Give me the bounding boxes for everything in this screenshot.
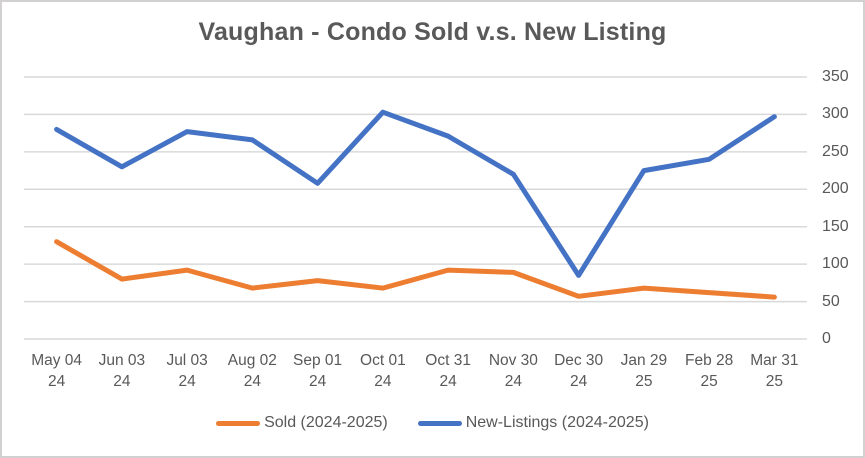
chart-title: Vaughan - Condo Sold v.s. New Listing xyxy=(198,18,667,46)
x-tick-label-6: Oct 31 24 xyxy=(413,350,483,392)
x-tick-year: 24 xyxy=(374,373,392,390)
legend-item-new-listings: New-Listings (2024-2025) xyxy=(417,414,649,432)
x-tick-date: Mar 31 xyxy=(750,352,799,369)
x-tick-label-10: Feb 28 25 xyxy=(674,350,744,392)
x-tick-label-11: Mar 31 25 xyxy=(739,350,809,392)
x-tick-label-9: Jan 29 25 xyxy=(609,350,679,392)
x-tick-label-8: Dec 30 24 xyxy=(544,350,614,392)
x-tick-date: Jul 03 xyxy=(166,352,208,369)
x-tick-date: Feb 28 xyxy=(684,352,734,369)
legend-label-sold: Sold (2024-2025) xyxy=(264,414,388,431)
x-tick-label-7: Nov 30 24 xyxy=(478,350,548,392)
x-tick-year: 25 xyxy=(700,373,718,390)
x-tick-date: Dec 30 xyxy=(554,352,604,369)
legend-label-new-listings: New-Listings (2024-2025) xyxy=(465,414,649,431)
series-line-sold xyxy=(54,239,777,300)
x-tick-date: Jun 03 xyxy=(98,352,146,369)
x-tick-label-5: Oct 01 24 xyxy=(348,350,418,392)
x-tick-year: 24 xyxy=(48,373,66,390)
x-tick-label-3: Aug 02 24 xyxy=(217,350,287,392)
x-tick-year: 25 xyxy=(765,373,783,390)
x-tick-year: 25 xyxy=(635,373,653,390)
x-tick-date: May 04 xyxy=(31,352,83,369)
legend-item-sold: Sold (2024-2025) xyxy=(216,414,388,432)
x-tick-label-2: Jul 03 24 xyxy=(152,350,222,392)
x-tick-date: Nov 30 xyxy=(488,352,538,369)
x-tick-label-4: Sep 01 24 xyxy=(283,350,353,392)
legend: Sold (2024-2025) New-Listings (2024-2025) xyxy=(2,414,863,432)
x-tick-date: Sep 01 xyxy=(293,352,343,369)
y-tick-label-200: 200 xyxy=(822,180,849,198)
x-tick-date: Oct 01 xyxy=(360,352,406,369)
legend-swatch-new-listings xyxy=(417,420,462,426)
series-line-new-listings xyxy=(54,109,777,278)
x-tick-label-0: May 04 24 xyxy=(22,350,92,392)
x-tick-date: Aug 02 xyxy=(227,352,277,369)
x-tick-date: Oct 31 xyxy=(425,352,471,369)
x-tick-year: 24 xyxy=(439,373,457,390)
y-tick-label-350: 350 xyxy=(822,68,849,85)
x-tick-year: 24 xyxy=(178,373,196,390)
y-tick-label-100: 100 xyxy=(822,255,849,273)
y-tick-label-150: 150 xyxy=(822,217,849,235)
x-tick-year: 24 xyxy=(504,373,522,390)
y-tick-label-0: 0 xyxy=(822,330,831,347)
legend-swatch-sold xyxy=(216,420,261,426)
x-tick-year: 24 xyxy=(570,373,588,390)
y-tick-label-250: 250 xyxy=(822,142,849,160)
y-tick-label-300: 300 xyxy=(822,105,849,123)
x-tick-date: Jan 29 xyxy=(620,352,668,369)
x-tick-year: 24 xyxy=(243,373,261,390)
x-tick-year: 24 xyxy=(113,373,131,390)
x-tick-label-1: Jun 03 24 xyxy=(87,350,157,392)
plot-area xyxy=(24,76,807,340)
y-tick-label-50: 50 xyxy=(822,292,840,310)
x-tick-year: 24 xyxy=(309,373,327,390)
